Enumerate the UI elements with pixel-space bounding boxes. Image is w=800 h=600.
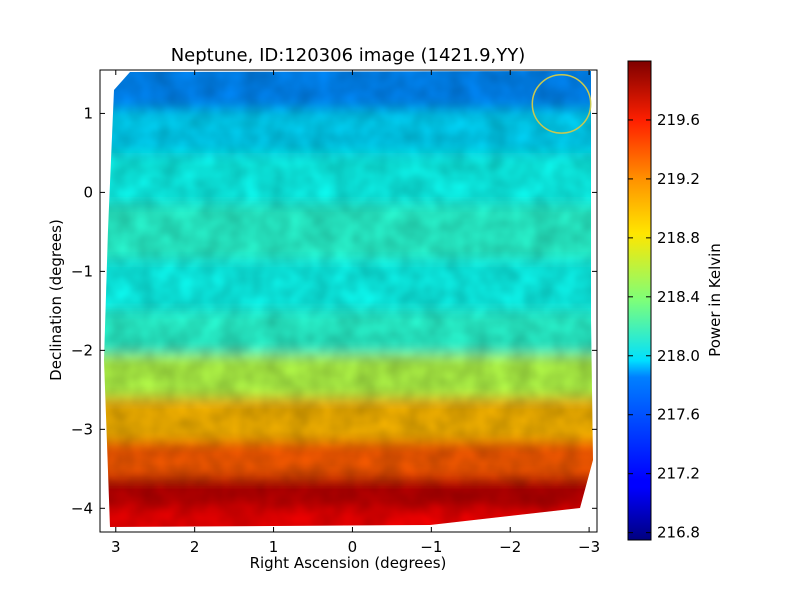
heatmap bbox=[104, 71, 593, 527]
colorbar-tick-label: 218.8 bbox=[657, 229, 700, 247]
chart-title: Neptune, ID:120306 image (1421.9,YY) bbox=[171, 45, 526, 66]
x-tick-label: −2 bbox=[499, 538, 521, 556]
colorbar-frame bbox=[627, 60, 652, 541]
plot-frame bbox=[99, 69, 598, 533]
colorbar-tick-label: 217.2 bbox=[657, 465, 700, 483]
heatmap-texture bbox=[104, 71, 593, 527]
colorbar: 216.8 217.2 217.6 218.0 218.4 218.8 219.2 219.6… bbox=[627, 60, 724, 542]
y-tick-label: −3 bbox=[71, 420, 93, 438]
colorbar-tick-label: 217.6 bbox=[657, 406, 700, 424]
x-axis-label: Right Ascension (degrees) bbox=[250, 554, 447, 572]
x-tick-label: −3 bbox=[578, 538, 600, 556]
x-axis-ticks: 3 2 1 0 −1 −2 −3 bbox=[111, 70, 600, 556]
y-tick-label: 0 bbox=[83, 183, 93, 201]
y-axis-label: Declination (degrees) bbox=[47, 219, 65, 381]
colorbar-tick-label: 219.6 bbox=[657, 111, 700, 129]
x-tick-label: 2 bbox=[190, 538, 200, 556]
colorbar-tick-label: 216.8 bbox=[657, 524, 700, 542]
y-tick-label: −2 bbox=[71, 341, 93, 359]
y-tick-label: −1 bbox=[71, 262, 93, 280]
y-tick-label: −4 bbox=[71, 499, 93, 517]
colorbar-gradient bbox=[628, 61, 651, 540]
colorbar-ticks: 216.8 217.2 217.6 218.0 218.4 218.8 219.2 219.6 bbox=[628, 111, 700, 542]
colorbar-tick-label: 219.2 bbox=[657, 170, 700, 188]
y-axis-ticks: 1 0 −1 −2 −3 −4 bbox=[71, 104, 597, 517]
y-tick-label: 1 bbox=[83, 104, 93, 122]
colorbar-tick-label: 218.0 bbox=[657, 347, 700, 365]
x-tick-label: 3 bbox=[111, 538, 121, 556]
source-marker-circle bbox=[531, 74, 592, 134]
x-tick-label: −1 bbox=[420, 538, 442, 556]
colorbar-label: Power in Kelvin bbox=[706, 243, 724, 357]
x-tick-label: 0 bbox=[348, 538, 358, 556]
x-tick-label: 1 bbox=[269, 538, 279, 556]
colorbar-tick-label: 218.4 bbox=[657, 288, 700, 306]
